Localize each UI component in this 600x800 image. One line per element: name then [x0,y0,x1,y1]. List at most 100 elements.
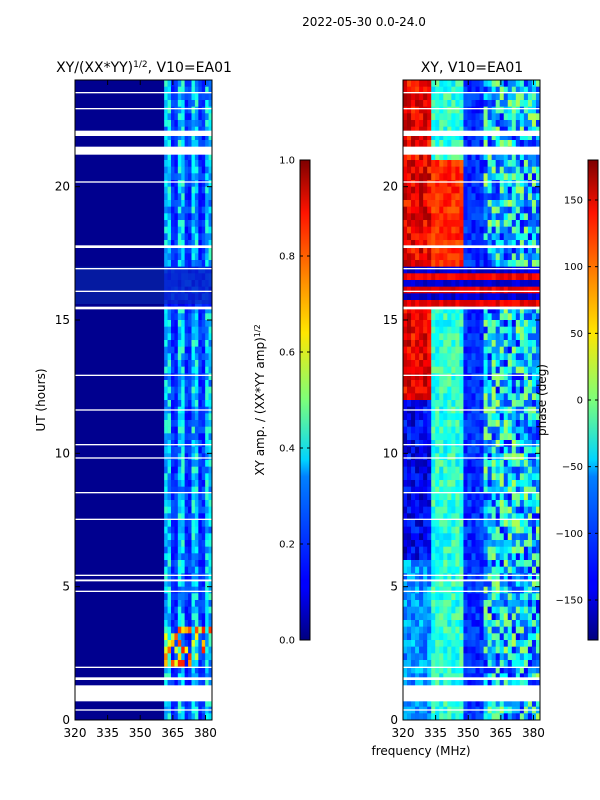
phase-cell [503,366,509,374]
phase-cell [443,246,448,254]
phase-cell [415,300,420,307]
phase-cell [531,306,537,314]
phase-cell [523,353,529,361]
amp-cell [198,606,203,614]
phase-cell [431,640,436,647]
phase-cell [427,653,432,661]
amp-cell [188,426,192,434]
amp-cell [177,240,182,247]
phase-cell [523,606,529,614]
phase-cell [447,480,452,487]
amp-cell [188,660,192,667]
phase-cell [467,353,472,361]
phase-cell [427,273,432,281]
phase-cell [531,520,537,527]
phase-cell [531,280,537,287]
phase-cell [523,226,529,234]
amp-cell [191,380,196,387]
amp-cell [170,640,175,647]
phase-flagged-gap [403,492,540,494]
amp-cell [164,526,168,534]
phase-cell [411,533,416,541]
phase-cell [403,266,408,274]
phase-cell [415,93,420,101]
phase-cell [519,420,525,427]
amp-cell [167,253,172,261]
phase-cell [447,373,452,381]
phase-cell [479,80,484,87]
phase-cell [475,633,480,641]
phase-cell [459,453,464,461]
amp-cell [167,100,172,107]
phase-cell [531,646,537,654]
amp-cell [181,140,185,147]
phase-cell [435,713,440,720]
amp-cell [208,453,212,461]
phase-cell [411,120,416,127]
phase-cell [487,526,492,534]
phase-cell [463,713,468,720]
amp-cell [164,373,168,381]
phase-cell [507,653,513,661]
amp-cell [170,193,175,201]
amp-cell [174,473,179,481]
phase-cell [487,640,492,647]
amp-cell [201,546,206,554]
phase-cell [447,700,452,707]
phase-cell [467,140,472,147]
phase-cell [471,506,476,514]
phase-cell [503,493,509,501]
phase-cell [511,233,517,241]
phase-cell [495,593,501,601]
phase-cell [463,186,468,194]
phase-cell [471,640,476,647]
phase-cell [419,386,424,394]
amp-cell [205,513,209,521]
phase-cell [431,660,436,667]
phase-cell [463,373,468,381]
phase-cell [523,520,529,527]
phase-cell [483,140,488,147]
phase-cell [419,460,424,467]
phase-cell [407,186,412,194]
amp-cell [205,446,209,454]
phase-flagged-gap [403,268,540,270]
phase-cell [535,606,540,614]
phase-cell [519,260,525,267]
phase-cell [427,260,432,267]
amp-cell [198,453,203,461]
phase-cell [527,413,533,421]
phase-cell [407,240,412,247]
phase-cell [483,113,488,121]
phase-cell [471,540,476,547]
phase-cell [419,533,424,541]
amp-colorbar-label: XY amp. / (XX*YY amp)1/2 [253,324,268,475]
amp-flagged-gap [75,409,212,411]
phase-cell [479,653,484,661]
amp-cell [184,166,189,174]
phase-cell [527,480,533,487]
phase-cell [407,273,412,281]
phase-cell [435,166,440,174]
phase-cell [519,580,525,587]
phase-cell [463,193,468,201]
phase-cell [523,253,529,261]
phase-cell [419,140,424,147]
phase-cell [411,386,416,394]
phase-cell [523,460,529,467]
phase-cell [515,606,521,614]
phase-cell [479,486,484,494]
phase-cell [459,493,464,501]
phase-cell [475,453,480,461]
phase-cell [455,566,460,574]
phase-cell [439,660,444,667]
phase-cell [431,486,436,494]
phase-cell [423,613,428,621]
phase-cell [411,180,416,187]
phase-cell [499,326,505,334]
phase-cell [455,280,460,287]
phase-cell [527,466,533,474]
phase-cell [515,666,521,674]
phase-cell [515,513,521,521]
phase-cell [499,633,505,641]
